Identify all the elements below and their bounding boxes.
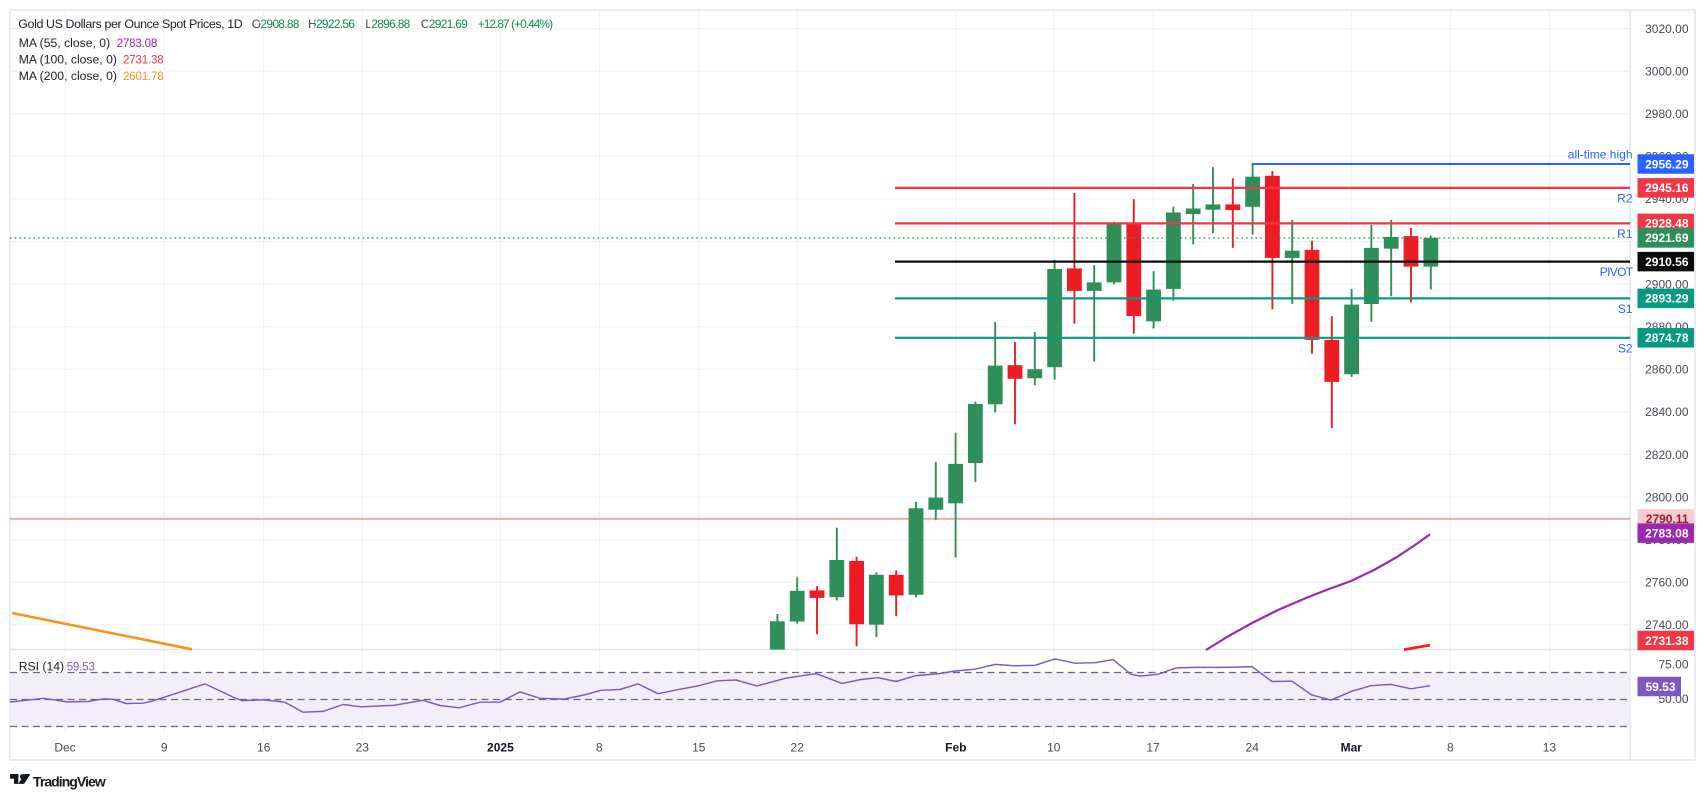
- svg-text:2740.00: 2740.00: [1645, 618, 1689, 632]
- svg-text:TradingView: TradingView: [33, 774, 106, 790]
- svg-text:H2922.56: H2922.56: [308, 17, 355, 31]
- svg-text:+12.87 (+0.44%): +12.87 (+0.44%): [478, 17, 553, 31]
- svg-text:2800.00: 2800.00: [1645, 490, 1689, 504]
- svg-text:2910.56: 2910.56: [1645, 255, 1689, 269]
- svg-text:3000.00: 3000.00: [1645, 64, 1689, 78]
- svg-text:all-time high: all-time high: [1568, 147, 1633, 161]
- svg-text:RSI (14): RSI (14): [19, 659, 64, 673]
- svg-text:2893.29: 2893.29: [1645, 292, 1689, 306]
- svg-text:Dec: Dec: [54, 741, 75, 755]
- svg-text:O2908.88: O2908.88: [252, 17, 300, 31]
- svg-text:59.53: 59.53: [67, 660, 95, 673]
- svg-text:MA (200, close, 0): MA (200, close, 0): [19, 69, 117, 83]
- svg-text:2820.00: 2820.00: [1645, 448, 1689, 462]
- svg-text:S1: S1: [1618, 302, 1633, 316]
- svg-text:2790.11: 2790.11: [1646, 512, 1689, 526]
- svg-text:Gold US Dollars per Ounce Spot: Gold US Dollars per Ounce Spot Prices, 1…: [18, 17, 243, 31]
- svg-text:2783.08: 2783.08: [1645, 526, 1689, 540]
- svg-text:2025: 2025: [487, 741, 514, 755]
- svg-text:22: 22: [790, 741, 804, 755]
- svg-text:2731.38: 2731.38: [1645, 634, 1689, 648]
- svg-text:10: 10: [1047, 741, 1061, 755]
- svg-text:R1: R1: [1617, 227, 1633, 241]
- svg-text:8: 8: [596, 741, 603, 755]
- svg-text:C2921.69: C2921.69: [421, 17, 468, 31]
- svg-text:R2: R2: [1617, 191, 1633, 205]
- svg-text:8: 8: [1447, 741, 1454, 755]
- svg-text:MA (55, close, 0): MA (55, close, 0): [19, 36, 110, 50]
- svg-text:2945.16: 2945.16: [1645, 181, 1689, 195]
- svg-text:2840.00: 2840.00: [1645, 405, 1689, 419]
- svg-text:MA (100, close, 0): MA (100, close, 0): [19, 52, 117, 66]
- svg-text:2860.00: 2860.00: [1645, 363, 1689, 377]
- svg-text:2956.29: 2956.29: [1645, 157, 1689, 171]
- svg-text:23: 23: [356, 741, 370, 755]
- svg-text:59.53: 59.53: [1645, 680, 1675, 694]
- svg-text:2874.78: 2874.78: [1645, 331, 1689, 345]
- svg-text:15: 15: [692, 741, 706, 755]
- svg-text:24: 24: [1246, 741, 1260, 755]
- svg-text:2731.38: 2731.38: [123, 53, 164, 66]
- svg-text:PIVOT: PIVOT: [1600, 265, 1634, 279]
- svg-text:13: 13: [1543, 741, 1557, 755]
- svg-text:3020.00: 3020.00: [1645, 22, 1689, 36]
- svg-text:2601.78: 2601.78: [123, 70, 164, 83]
- svg-text:16: 16: [257, 741, 271, 755]
- svg-text:S2: S2: [1618, 341, 1633, 355]
- svg-text:2900.00: 2900.00: [1645, 277, 1689, 291]
- svg-text:75.00: 75.00: [1658, 658, 1688, 672]
- svg-text:Feb: Feb: [945, 741, 966, 755]
- svg-text:2783.08: 2783.08: [117, 37, 158, 50]
- svg-text:2921.69: 2921.69: [1645, 231, 1689, 245]
- svg-text:17: 17: [1146, 741, 1160, 755]
- svg-text:2980.00: 2980.00: [1645, 107, 1689, 121]
- svg-text:2760.00: 2760.00: [1645, 576, 1689, 590]
- svg-text:Mar: Mar: [1341, 741, 1363, 755]
- svg-text:9: 9: [161, 741, 168, 755]
- svg-text:L2896.88: L2896.88: [365, 17, 410, 31]
- svg-text:2928.48: 2928.48: [1645, 217, 1689, 231]
